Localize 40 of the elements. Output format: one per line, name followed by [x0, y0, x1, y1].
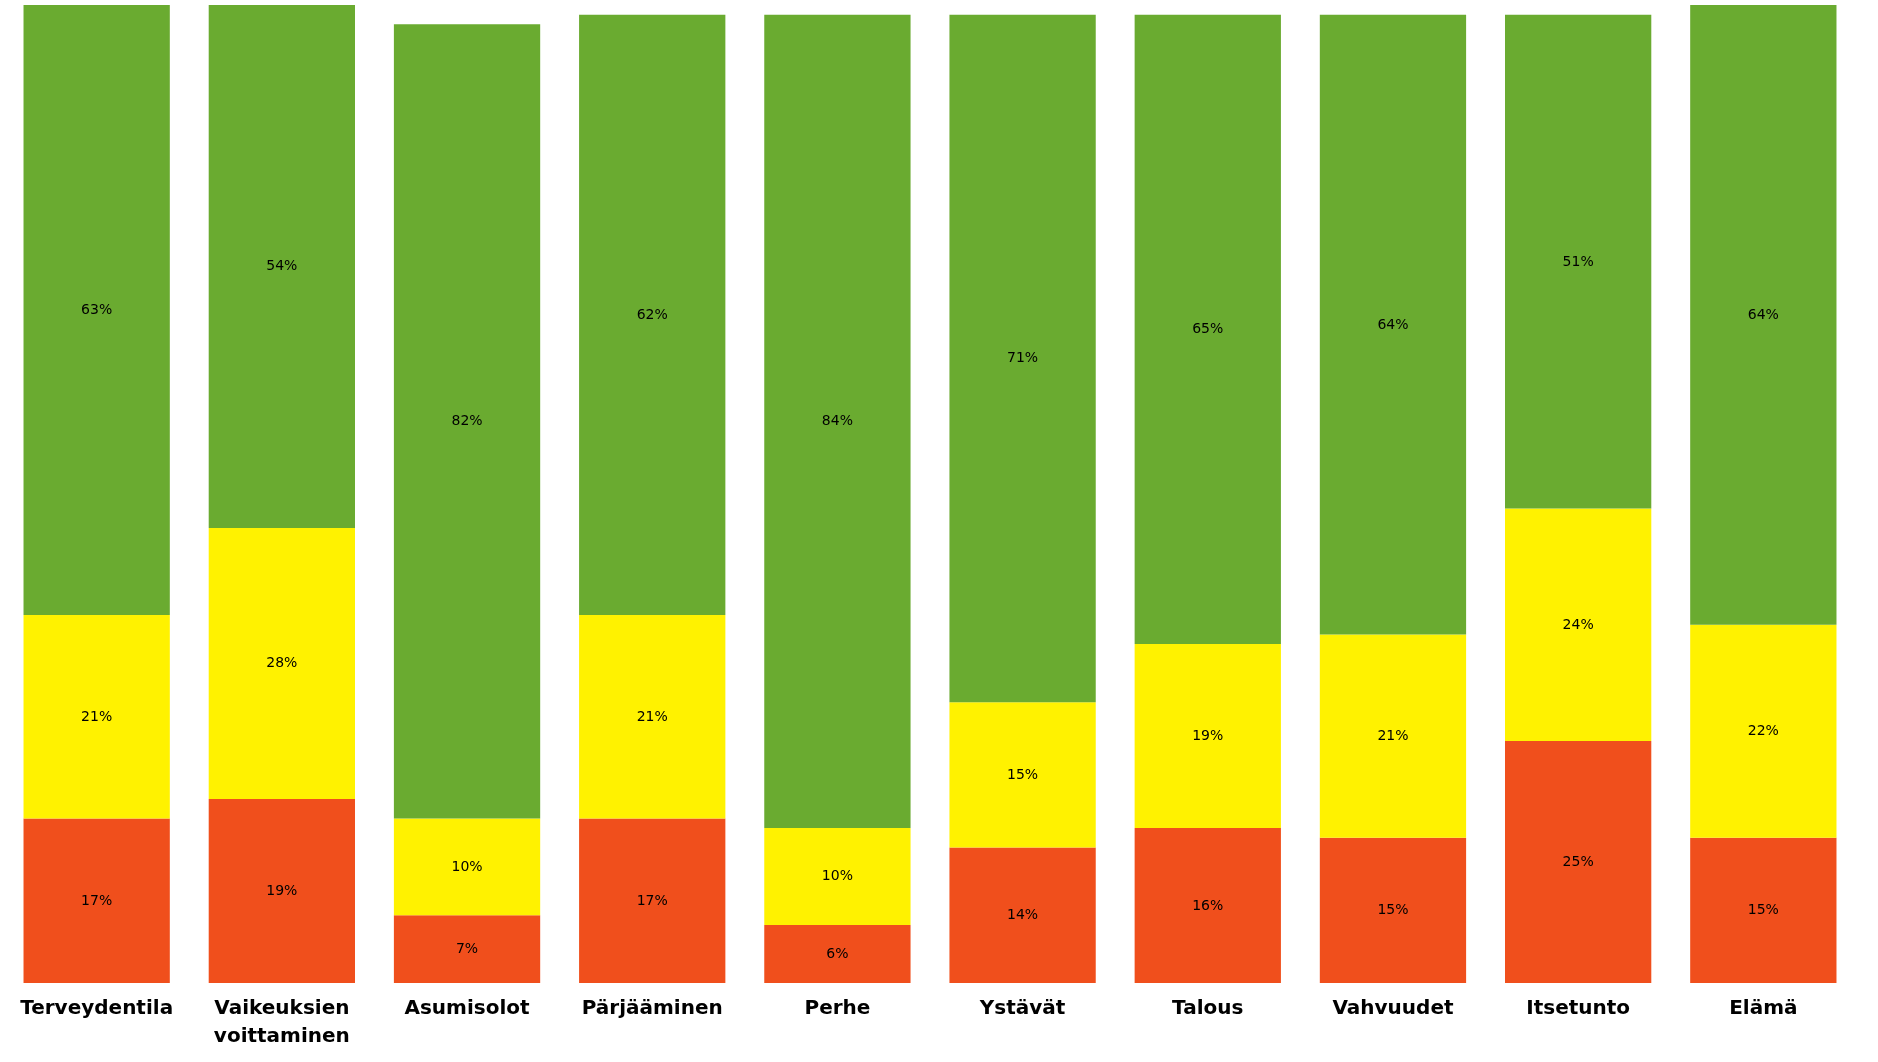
data-label: 15%	[1377, 901, 1409, 918]
data-label: 54%	[266, 257, 298, 274]
data-label: 21%	[1377, 727, 1409, 744]
data-label: 82%	[451, 412, 483, 429]
data-label: 22%	[1747, 722, 1779, 739]
data-label: 64%	[1747, 305, 1779, 322]
x-tick-label: Perhe	[804, 994, 871, 1019]
data-label: 17%	[636, 891, 668, 908]
data-label: 17%	[81, 891, 113, 908]
x-tick-label: Asumisolot	[404, 994, 531, 1019]
data-label: 15%	[1007, 765, 1039, 782]
x-tick-label: Elämä	[1729, 994, 1798, 1019]
data-label: 19%	[1192, 727, 1224, 744]
data-label: 15%	[1747, 901, 1779, 918]
data-label: 24%	[1562, 615, 1594, 632]
data-label: 10%	[451, 857, 483, 874]
data-label: 7%	[455, 940, 479, 957]
x-tick-label: Terveydentila	[20, 994, 174, 1019]
x-tick-label: Talous	[1172, 994, 1244, 1019]
data-label: 64%	[1377, 315, 1409, 332]
data-label: 84%	[821, 412, 853, 429]
data-label: 14%	[1007, 906, 1039, 923]
data-label: 51%	[1562, 252, 1594, 269]
data-label: 63%	[81, 301, 113, 318]
x-tick-label: Vahvuudet	[1332, 994, 1454, 1019]
data-label: 21%	[636, 707, 668, 724]
x-tick-label: Vaikeuksien voittaminen	[213, 994, 350, 1047]
data-label: 28%	[266, 654, 298, 671]
data-label: 71%	[1007, 349, 1039, 366]
data-label: 19%	[266, 882, 298, 899]
data-label: 25%	[1562, 852, 1594, 869]
x-tick-label: Ystävät	[978, 994, 1066, 1019]
data-label: 16%	[1192, 896, 1224, 913]
x-tick-label: Itsetunto	[1526, 994, 1631, 1019]
data-label: 21%	[81, 707, 113, 724]
data-label: 62%	[636, 305, 668, 322]
data-label: 6%	[826, 944, 849, 961]
data-label: 65%	[1192, 320, 1224, 337]
x-tick-label: Pärjääminen	[581, 994, 723, 1019]
data-label: 10%	[821, 867, 853, 884]
